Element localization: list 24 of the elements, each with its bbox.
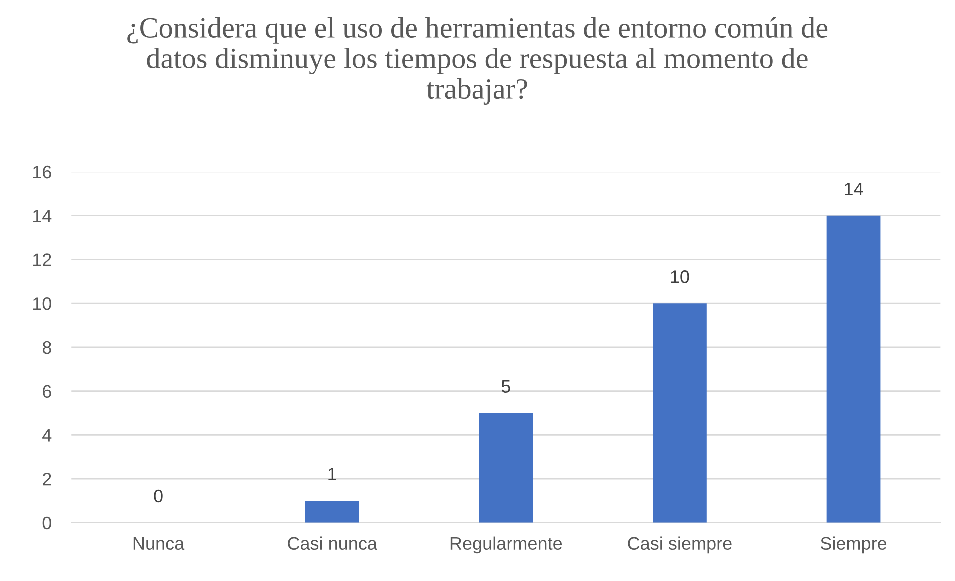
y-tick-label: 2 bbox=[43, 472, 52, 486]
data-label: 10 bbox=[671, 270, 690, 284]
bar bbox=[305, 500, 360, 523]
y-tick-label: 16 bbox=[33, 166, 52, 179]
x-tick-label: Siempre bbox=[820, 536, 887, 554]
y-tick-label: 8 bbox=[42, 341, 52, 354]
y-tick-label: 4 bbox=[42, 429, 52, 442]
x-tick-label: Nunca bbox=[134, 537, 185, 550]
y-tick-label: 14 bbox=[33, 210, 52, 222]
y-tick-label: 0 bbox=[42, 516, 52, 530]
bar bbox=[653, 304, 707, 523]
y-tick-label: 12 bbox=[33, 254, 52, 266]
y-tick-label: 10 bbox=[33, 298, 52, 310]
bar bbox=[826, 216, 881, 523]
x-tick-label: Casi nunca bbox=[288, 536, 378, 550]
data-label: 0 bbox=[154, 490, 163, 503]
data-label: 1 bbox=[328, 468, 336, 481]
data-label: 14 bbox=[845, 183, 864, 196]
data-label: 5 bbox=[502, 380, 510, 393]
x-tick-label: Casi siempre bbox=[628, 536, 732, 554]
x-tick-label: Regularmente bbox=[450, 536, 562, 554]
y-tick-label: 6 bbox=[43, 385, 52, 398]
chart-title: ¿Considera que el uso de herramientas de entorno común de datos disminuye los tiempos de respuesta al momento de trabajar? bbox=[128, 17, 828, 105]
bar bbox=[479, 413, 534, 523]
